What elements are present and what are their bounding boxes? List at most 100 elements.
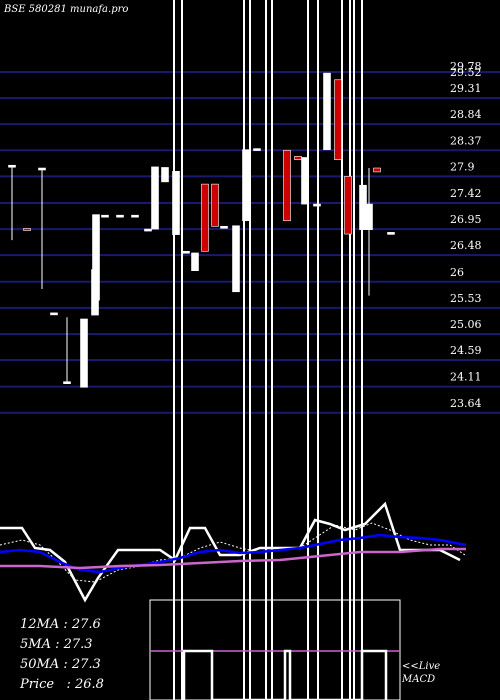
candle-24 — [294, 156, 302, 160]
candle-body — [387, 232, 395, 235]
candle-29 — [344, 176, 352, 235]
candle-19 — [220, 225, 228, 229]
candle-20 — [232, 225, 240, 293]
candle-body — [172, 171, 180, 235]
candle-body — [182, 250, 190, 254]
candle-7 — [92, 214, 100, 301]
candle-body — [253, 148, 261, 151]
volume-spike-4 — [341, 0, 351, 700]
candle-body — [323, 72, 331, 150]
y-tick-label: 29.31 — [450, 82, 482, 95]
y-tick-label: 25.53 — [450, 292, 482, 305]
candle-body — [201, 183, 209, 252]
candle-3 — [50, 312, 58, 316]
candle-8 — [101, 214, 109, 218]
volume-spike-1 — [243, 0, 251, 700]
candle-body — [373, 167, 381, 173]
candle-18 — [211, 183, 219, 227]
candle-28 — [334, 79, 342, 160]
candle-33 — [387, 232, 395, 235]
candle-body — [211, 183, 219, 227]
candle-17 — [201, 183, 209, 252]
moving-average-panel — [0, 501, 467, 700]
macd-box — [149, 599, 401, 700]
price-readout: Price : 26.8 — [20, 677, 104, 692]
y-tick-label: 28.84 — [450, 108, 482, 121]
candle-body — [101, 214, 109, 218]
chart-title: BSE 580281 munafa.pro — [4, 4, 129, 15]
candle-body — [23, 228, 31, 231]
candle-25 — [301, 157, 309, 205]
ma-magenta-line — [0, 547, 466, 570]
y-tick-label: 24.59 — [450, 344, 482, 357]
candle-body — [92, 214, 100, 301]
candle-body — [242, 149, 250, 222]
volume-spike-5 — [353, 0, 363, 700]
y-tick-label: 26.48 — [450, 239, 482, 252]
y-tick-label: 29.78 — [450, 60, 482, 73]
volume-spike-3 — [307, 0, 319, 700]
candle-body — [191, 252, 199, 271]
candle-16 — [191, 252, 199, 271]
y-tick-label: 29.52 — [450, 66, 482, 79]
ma50-readout: 50MA : 27.3 — [20, 657, 101, 672]
candle-body — [8, 164, 16, 168]
candle-31 — [365, 168, 373, 296]
ma-white-line — [0, 501, 461, 603]
candle-2 — [38, 167, 46, 290]
macd-live-label: <<Live — [402, 661, 441, 672]
candle-body — [116, 214, 124, 218]
candle-0 — [8, 164, 16, 241]
volume-spike-2 — [265, 0, 273, 700]
candle-body — [161, 167, 169, 183]
candle-23 — [283, 149, 291, 222]
ma-dotted-line — [0, 522, 466, 583]
y-tick-label: 26.95 — [450, 213, 482, 226]
ma12-readout: 12MA : 27.6 — [20, 617, 101, 632]
ma5-readout: 5MA : 27.3 — [20, 637, 93, 652]
candle-22 — [253, 148, 261, 151]
candle-21 — [242, 149, 250, 222]
y-tick-label: 27.42 — [450, 187, 482, 200]
macd-label: MACD — [402, 674, 436, 685]
y-tick-label: 26 — [450, 266, 464, 279]
candle-1 — [23, 228, 31, 231]
y-tick-label: 23.64 — [450, 397, 482, 410]
candle-body — [63, 381, 71, 384]
volume-spikes — [173, 0, 363, 700]
candle-4 — [63, 317, 71, 384]
candle-12 — [151, 166, 159, 230]
candle-body — [313, 203, 321, 207]
volume-spike-0 — [173, 0, 183, 700]
y-tick-label: 25.06 — [450, 318, 482, 331]
candle-body — [232, 225, 240, 293]
candle-body — [131, 214, 139, 218]
candle-body — [80, 318, 88, 388]
candle-26 — [313, 203, 321, 207]
candle-15 — [182, 250, 190, 254]
candle-body — [50, 312, 58, 316]
candle-13 — [161, 167, 169, 183]
candle-body — [344, 176, 352, 235]
y-tick-label: 24.11 — [450, 371, 482, 384]
candle-body — [38, 167, 46, 171]
candles — [8, 72, 395, 388]
candle-body — [365, 203, 373, 230]
candle-body — [220, 225, 228, 229]
candle-body — [334, 79, 342, 160]
y-tick-label: 28.37 — [450, 134, 482, 147]
candle-body — [151, 166, 159, 230]
candle-body — [144, 228, 152, 232]
candle-5 — [80, 318, 88, 388]
y-tick-label: 27.9 — [450, 160, 475, 173]
candle-10 — [131, 214, 139, 218]
macd-histogram — [182, 649, 388, 700]
candle-body — [283, 149, 291, 222]
candle-27 — [323, 72, 331, 150]
candle-11 — [144, 228, 152, 232]
candle-body — [301, 157, 309, 205]
candle-body — [294, 156, 302, 160]
candle-32 — [373, 167, 381, 173]
candle-9 — [116, 214, 124, 218]
